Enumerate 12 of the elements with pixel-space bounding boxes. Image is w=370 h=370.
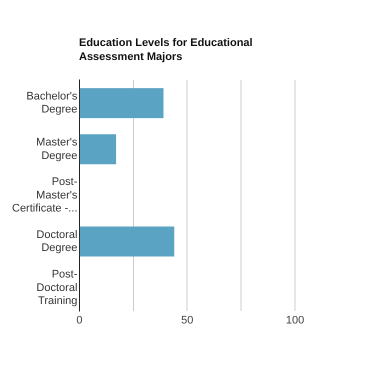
x-tick-label: 50 [181,314,194,326]
y-tick-label: Post-Master's Certificate -... [12,176,78,215]
bar [80,88,164,118]
x-tick-label: 0 [76,314,82,326]
chart-title: Education Levels for Educational Assessment Majors [79,36,254,64]
y-tick-label: Bachelor's Degree [26,90,78,116]
x-tick-label: 100 [286,314,304,326]
y-tick-label: Master's Degree [36,136,78,162]
bar [80,226,174,257]
y-tick-label: Doctoral Degree [36,228,78,254]
y-tick-label: Post-Doctoral Training [36,268,78,307]
bar [80,134,116,164]
